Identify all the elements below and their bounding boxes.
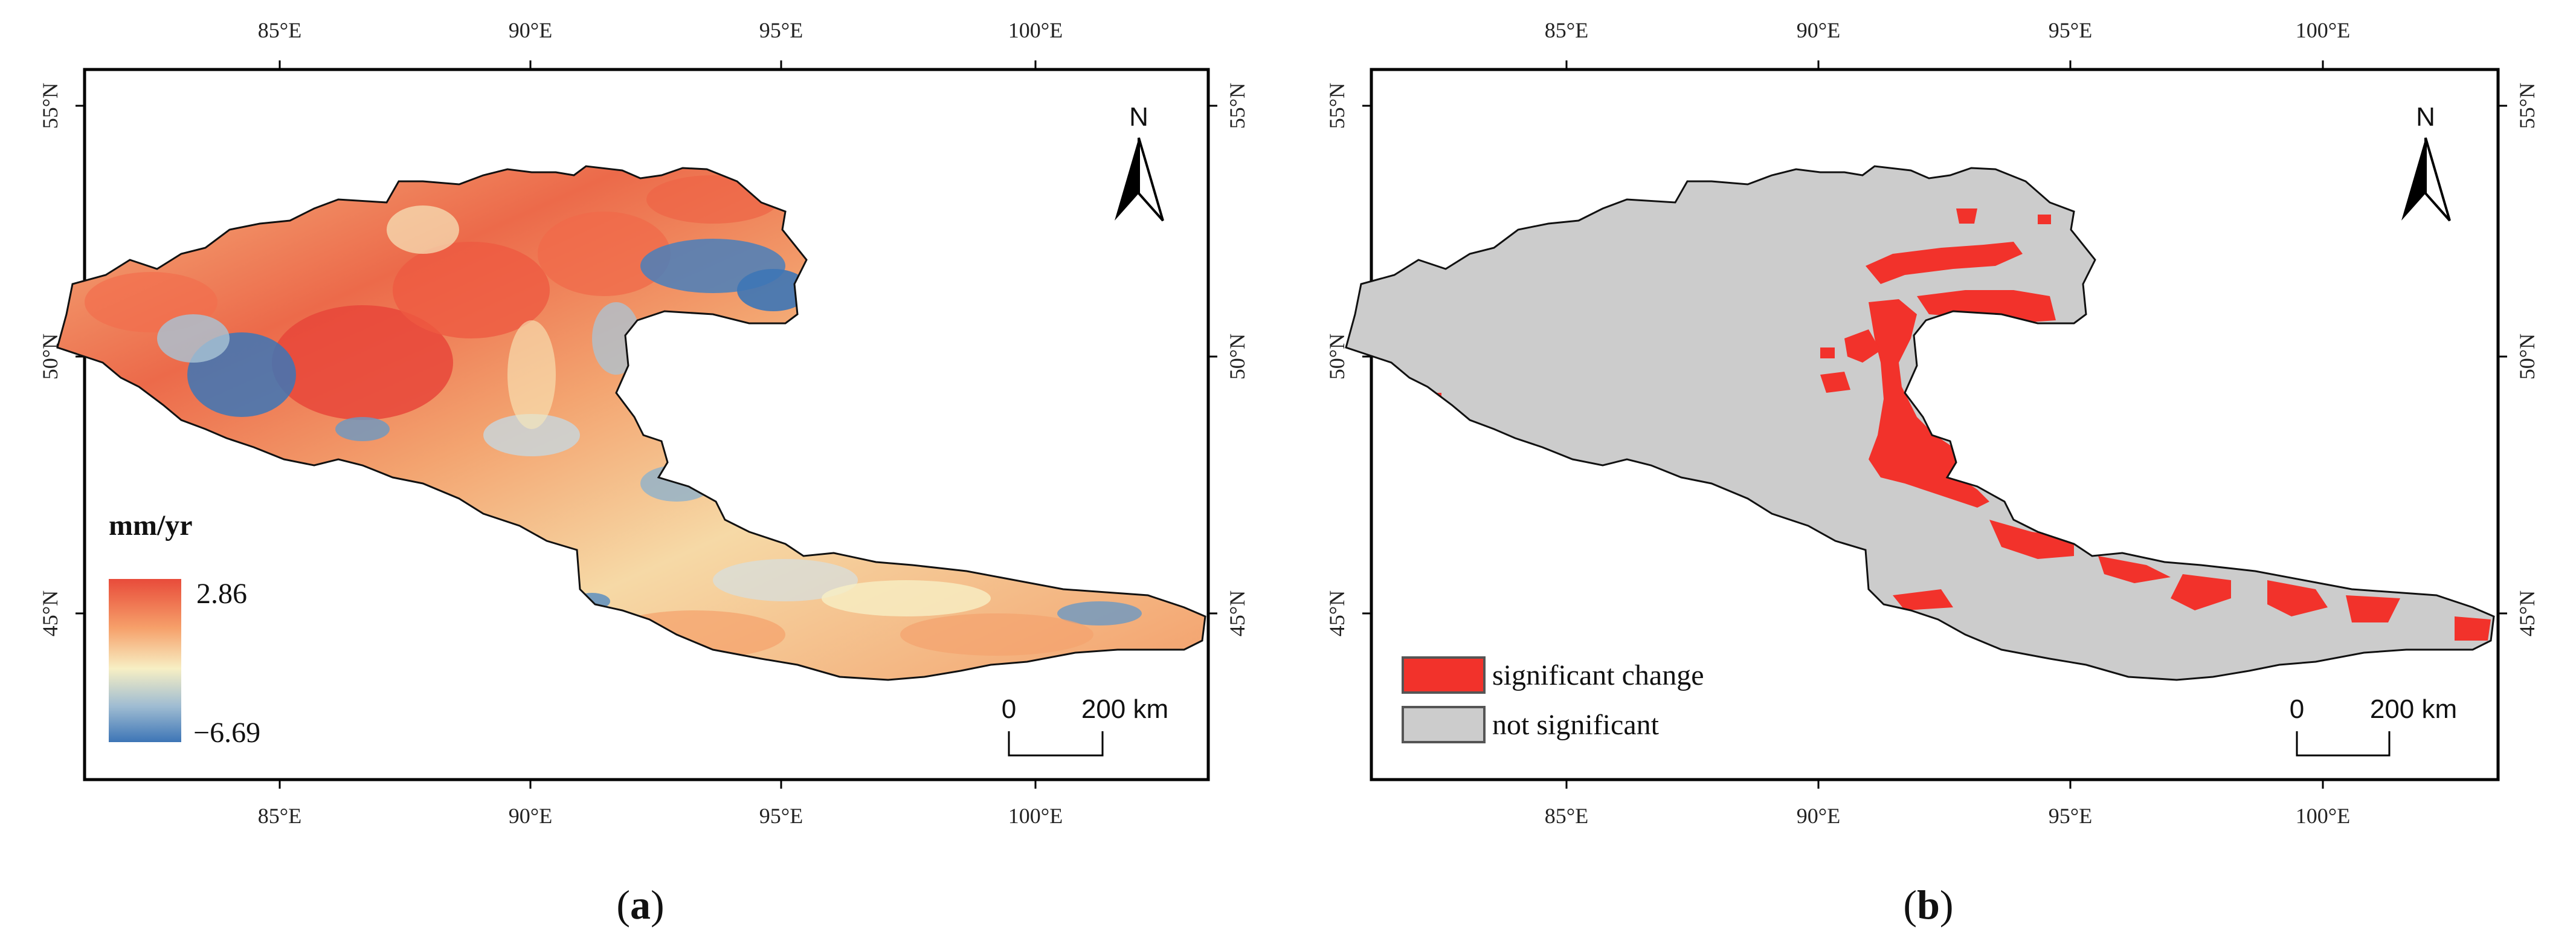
panel-b-lon-bottom-100: 100°E — [2296, 804, 2350, 828]
panel-b-lon-ticks-bottom: 85°E 90°E 95°E 100°E — [1545, 780, 2350, 828]
panel-a-lat-right-45: 45°N — [1225, 590, 1249, 636]
panel-a-lon-bottom-100: 100°E — [1008, 804, 1063, 828]
panel-b-lon-top-95: 95°E — [2049, 18, 2092, 42]
panel-b-lon-top-90: 90°E — [1797, 18, 1840, 42]
panel-a-lat-left-55: 55°N — [38, 83, 62, 129]
panel-b-caption: (b) — [1903, 882, 1953, 928]
panel-a-scale-start: 0 — [1002, 694, 1016, 724]
panel-a-legend-min: −6.69 — [193, 717, 260, 749]
panel-a-lon-bottom-90: 90°E — [509, 804, 552, 828]
panel-b-north-label: N — [2416, 102, 2435, 132]
panel-a: 85°E 90°E 95°E 100°E 85°E 90°E 95°E 100°… — [38, 18, 1249, 928]
panel-a-lon-ticks-top: 85°E 90°E 95°E 100°E — [258, 18, 1063, 69]
panel-b-lon-ticks-top: 85°E 90°E 95°E 100°E — [1545, 18, 2350, 69]
panel-a-lat-left-45: 45°N — [38, 590, 62, 636]
panel-b-legend-label-not-significant: not significant — [1492, 709, 1660, 741]
panel-b-lat-left-45: 45°N — [1325, 590, 1349, 636]
panel-a-lon-top-90: 90°E — [509, 18, 552, 42]
north-arrow-icon: N — [2401, 102, 2451, 222]
panel-b-lon-bottom-90: 90°E — [1797, 804, 1840, 828]
panel-a-lon-top-85: 85°E — [258, 18, 301, 42]
north-arrow-icon: N — [1115, 102, 1164, 222]
panel-b-legend-swatch-not-significant — [1402, 706, 1486, 743]
panel-a-lon-bottom-95: 95°E — [759, 804, 803, 828]
panel-a-legend: mm/yr 2.86 −6.69 — [109, 509, 260, 749]
panel-b-lon-top-85: 85°E — [1545, 18, 1588, 42]
panel-a-caption: (a) — [616, 882, 664, 928]
panel-a-scale-bar: 0 200 km — [1002, 694, 1168, 757]
panel-a-scale-end: 200 km — [1081, 694, 1168, 724]
panel-a-lat-right-50: 50°N — [1225, 334, 1249, 380]
panel-b-scale-bar: 0 200 km — [2290, 694, 2457, 757]
panel-a-legend-max: 2.86 — [196, 578, 247, 610]
panel-b-lon-bottom-95: 95°E — [2049, 804, 2092, 828]
panel-b-lat-ticks-right: 55°N 50°N 45°N — [2498, 83, 2539, 636]
panel-a-north-label: N — [1129, 102, 1148, 132]
panel-a-lat-ticks-right: 55°N 50°N 45°N — [1208, 83, 1249, 636]
panel-b-legend: significant change not significant — [1402, 656, 1704, 743]
panel-a-legend-colorbar — [109, 579, 181, 742]
panel-a-lon-top-95: 95°E — [759, 18, 803, 42]
panel-b-lat-right-45: 45°N — [2515, 590, 2539, 636]
panel-a-lon-bottom-85: 85°E — [258, 804, 301, 828]
panel-a-lon-top-100: 100°E — [1008, 18, 1063, 42]
panel-a-legend-unit: mm/yr — [109, 509, 193, 541]
panel-a-lat-right-55: 55°N — [1225, 83, 1249, 129]
panel-b-scale-end: 200 km — [2370, 694, 2457, 724]
panel-b-legend-swatch-significant — [1402, 656, 1486, 694]
panel-b-lat-right-55: 55°N — [2515, 83, 2539, 129]
panel-b-lat-right-50: 50°N — [2515, 334, 2539, 380]
panel-a-lat-ticks-left: 55°N 50°N 45°N — [38, 83, 85, 636]
panel-b-lat-left-50: 50°N — [1325, 334, 1349, 380]
panel-b-scale-start: 0 — [2290, 694, 2304, 724]
panel-b: 85°E 90°E 95°E 100°E 85°E 90°E 95°E 100°… — [1325, 18, 2539, 928]
panel-a-lon-ticks-bottom: 85°E 90°E 95°E 100°E — [258, 780, 1063, 828]
panel-b-lat-left-55: 55°N — [1325, 83, 1349, 129]
panel-b-lon-bottom-85: 85°E — [1545, 804, 1588, 828]
panel-b-legend-label-significant: significant change — [1492, 659, 1704, 691]
panel-b-lon-top-100: 100°E — [2296, 18, 2350, 42]
panel-b-lat-ticks-left: 55°N 50°N 45°N — [1325, 83, 1371, 636]
